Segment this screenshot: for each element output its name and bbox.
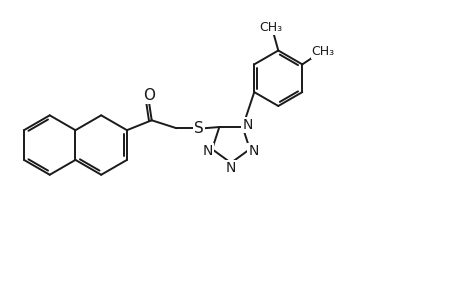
Text: S: S [194,121,204,136]
Text: N: N [202,144,213,158]
Text: O: O [142,88,154,103]
Text: N: N [248,144,258,158]
Text: CH₃: CH₃ [311,45,334,58]
Text: N: N [242,118,252,132]
Text: N: N [225,161,235,175]
Text: CH₃: CH₃ [258,21,281,34]
